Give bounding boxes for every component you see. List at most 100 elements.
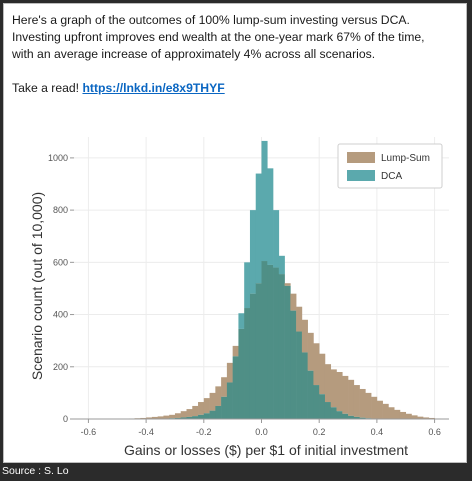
bar-lump-sum [174,413,182,418]
bar-lump-sum [215,386,222,406]
bar-lump-sum [146,417,153,419]
bar-overlap [319,394,326,419]
bar-overlap [186,416,193,419]
source-caption: Source : S. Lo [2,465,69,477]
x-tick-label: 0.6 [428,427,441,437]
post-line-1: Here's a graph of the outcomes of 100% l… [12,13,410,27]
x-tick-label: -0.2 [196,427,212,437]
bar-lump-sum [405,413,412,419]
bar-overlap [307,370,314,419]
bar-overlap [238,328,245,419]
bar-lump-sum [394,409,401,419]
bar-overlap [273,267,280,419]
legend-label-dca: DCA [381,171,402,182]
bar-lump-sum [296,306,303,332]
bar-overlap [203,413,210,419]
bar-overlap [348,415,355,419]
bar-overlap [180,417,187,419]
bar-overlap [313,385,320,419]
bar-lump-sum [169,414,176,419]
y-tick-label: 600 [53,257,68,267]
bar-overlap [336,411,343,419]
post-cta-text: Take a read! [12,81,83,95]
bar-lump-sum [376,400,383,419]
post-line-3: with an average increase of approximatel… [12,47,376,61]
bar-lump-sum [411,415,418,419]
chart-legend: Lump-Sum DCA [337,143,443,189]
article-link[interactable]: https://lnkd.in/e8x9THYF [82,81,225,95]
bar-dca [273,210,280,268]
bar-overlap [192,416,199,419]
legend-label-lump-sum: Lump-Sum [381,153,430,164]
legend-swatch-dca [347,170,375,181]
bar-lump-sum [221,377,228,397]
bar-lump-sum [307,332,314,371]
bar-lump-sum [151,416,158,419]
y-tick-label: 800 [53,205,68,215]
bar-lump-sum [382,403,389,419]
y-tick-label: 200 [53,362,68,372]
bar-lump-sum [180,411,187,418]
x-tick-label: -0.6 [81,427,97,437]
bar-lump-sum [324,364,332,403]
y-tick-label: 0 [63,414,68,424]
bar-dca [261,140,268,262]
bar-overlap [198,414,205,419]
bar-overlap [174,417,182,419]
bar-overlap [232,356,239,419]
y-tick-label: 400 [53,310,68,320]
bar-overlap [324,402,332,419]
post-body: Here's a graph of the outcomes of 100% l… [12,12,462,97]
bar-lump-sum [359,388,366,418]
histogram-chart: -0.6 -0.4 -0.2 0.0 0.2 0.4 0.6 0 200 400 600 800 100… [29,137,449,458]
post-card: Here's a graph of the outcomes of 100% l… [3,3,467,463]
x-tick-label: 0.2 [313,427,326,437]
bar-lump-sum [336,372,343,412]
bar-lump-sum [140,417,147,419]
bar-overlap [226,382,233,419]
bar-overlap [290,310,297,419]
bar-overlap [255,283,262,419]
bar-lump-sum [330,369,337,408]
x-tick-label: -0.4 [138,427,154,437]
bar-overlap [284,285,291,419]
bar-overlap [221,396,228,419]
bar-lump-sum [232,345,239,357]
x-axis-label: Gains or losses ($) per $1 of initial in… [124,442,408,458]
bar-overlap [244,308,251,419]
bar-lump-sum [301,319,308,353]
post-cta: Take a read! https://lnkd.in/e8x9THYF [12,80,462,97]
bar-dca [249,210,257,294]
bar-dca [255,173,262,284]
bar-lump-sum [423,417,430,419]
bar-lump-sum [226,362,233,383]
bar-lump-sum [399,411,407,419]
bar-lump-sum [203,398,210,414]
bar-overlap [261,261,268,419]
bar-dca [244,262,251,309]
bar-overlap [330,407,337,419]
bar-overlap [278,274,285,419]
x-tick-label: 0.4 [371,427,384,437]
bar-lump-sum [186,409,193,417]
bar-lump-sum [157,416,164,419]
bar-lump-sum [319,353,326,395]
bar-lump-sum [290,293,297,311]
y-axis-label: Scenario count (out of 10,000) [29,192,45,380]
post-line-2: Investing upfront improves end wealth at… [12,30,425,44]
bar-lump-sum [313,343,320,386]
bar-lump-sum [371,396,378,419]
bar-overlap [301,352,308,419]
bar-overlap [359,417,366,419]
y-tick-label: 1000 [48,153,68,163]
bar-lump-sum [365,392,372,419]
bar-lump-sum [284,283,291,286]
bar-overlap [267,264,274,419]
bar-overlap [215,405,222,419]
bar-lump-sum [353,385,360,417]
bar-dca [278,255,285,275]
x-tick-label: 0.0 [255,427,268,437]
bar-overlap [249,293,257,419]
bar-overlap [342,413,349,419]
plot-area: -0.6 -0.4 -0.2 0.0 0.2 0.4 0.6 0 200 400 600 800 100… [48,137,449,437]
